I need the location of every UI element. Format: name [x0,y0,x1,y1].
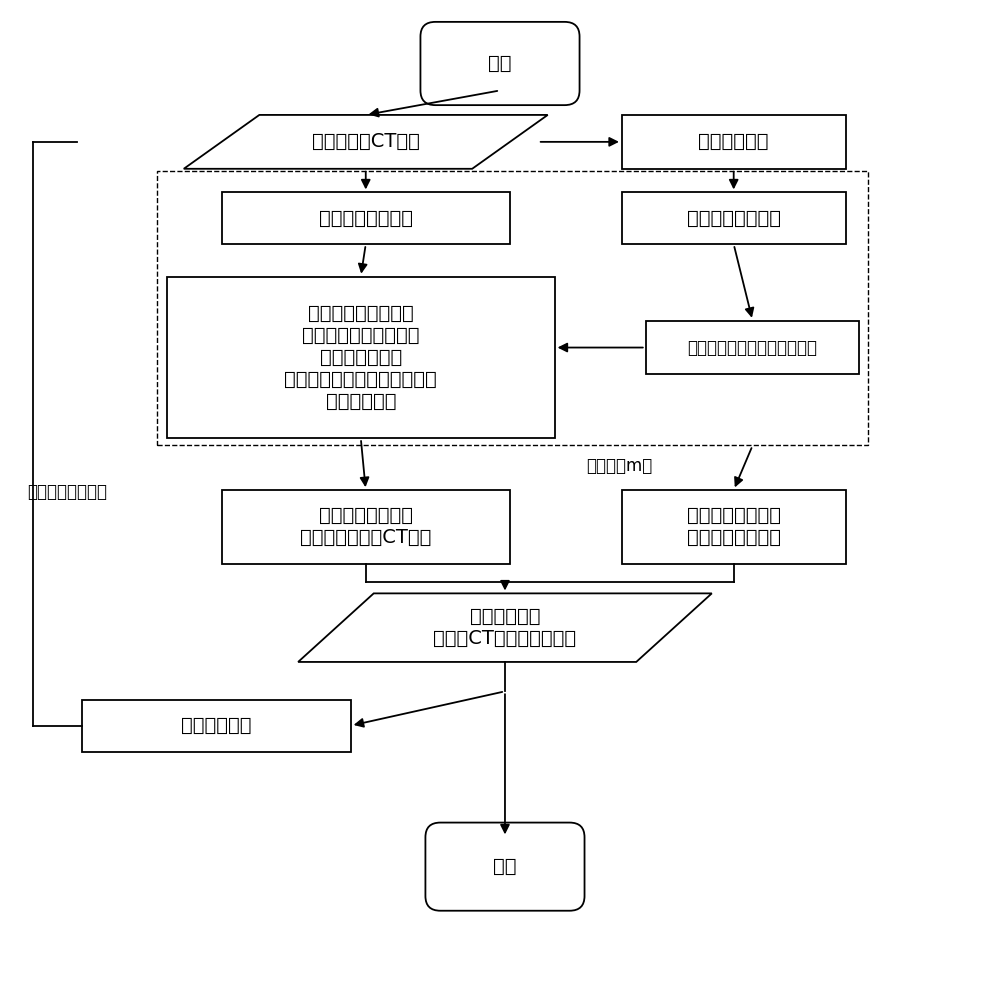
Text: 将图像特征合成为
去噪后的低剂量CT图像: 将图像特征合成为 去噪后的低剂量CT图像 [300,506,431,548]
Text: 开始: 开始 [488,54,512,73]
Text: 计算联合损失: 计算联合损失 [181,716,252,735]
Bar [82,699,351,752]
Text: 输入低剂量CT图像: 输入低剂量CT图像 [312,132,420,152]
Polygon shape [184,115,548,168]
Bar [222,491,510,563]
Bar [622,491,846,563]
Bar [222,192,510,244]
Bar [622,192,846,244]
Text: 输出去噪后的
低剂量CT图像和梯度图像: 输出去噪后的 低剂量CT图像和梯度图像 [433,607,577,648]
Bar [167,277,555,438]
Text: 提取图像编码特征，
与梯度编码特征结合，
利用梯度指导、
自相似性修正机制进行处理，
提取解码特征: 提取图像编码特征， 与梯度编码特征结合， 利用梯度指导、 自相似性修正机制进行处… [284,303,437,411]
Bar [646,320,859,374]
Text: 提取图像浅层特征: 提取图像浅层特征 [319,209,413,228]
Polygon shape [298,593,712,662]
Text: 提取图像浅层特征: 提取图像浅层特征 [687,209,781,228]
FancyBboxPatch shape [425,822,585,911]
Text: 提取梯度图像: 提取梯度图像 [698,132,769,152]
Bar [157,171,868,445]
Bar [622,115,846,168]
Text: 优化参数直至收敛: 优化参数直至收敛 [28,484,108,501]
FancyBboxPatch shape [420,22,580,105]
Text: 结束: 结束 [493,857,517,876]
Text: 重复执行m次: 重复执行m次 [586,457,652,475]
Text: 提取梯度编码特征和解码特征: 提取梯度编码特征和解码特征 [688,339,818,357]
Text: 将梯度特征合成为
去噪后的梯度图像: 将梯度特征合成为 去噪后的梯度图像 [687,506,781,548]
